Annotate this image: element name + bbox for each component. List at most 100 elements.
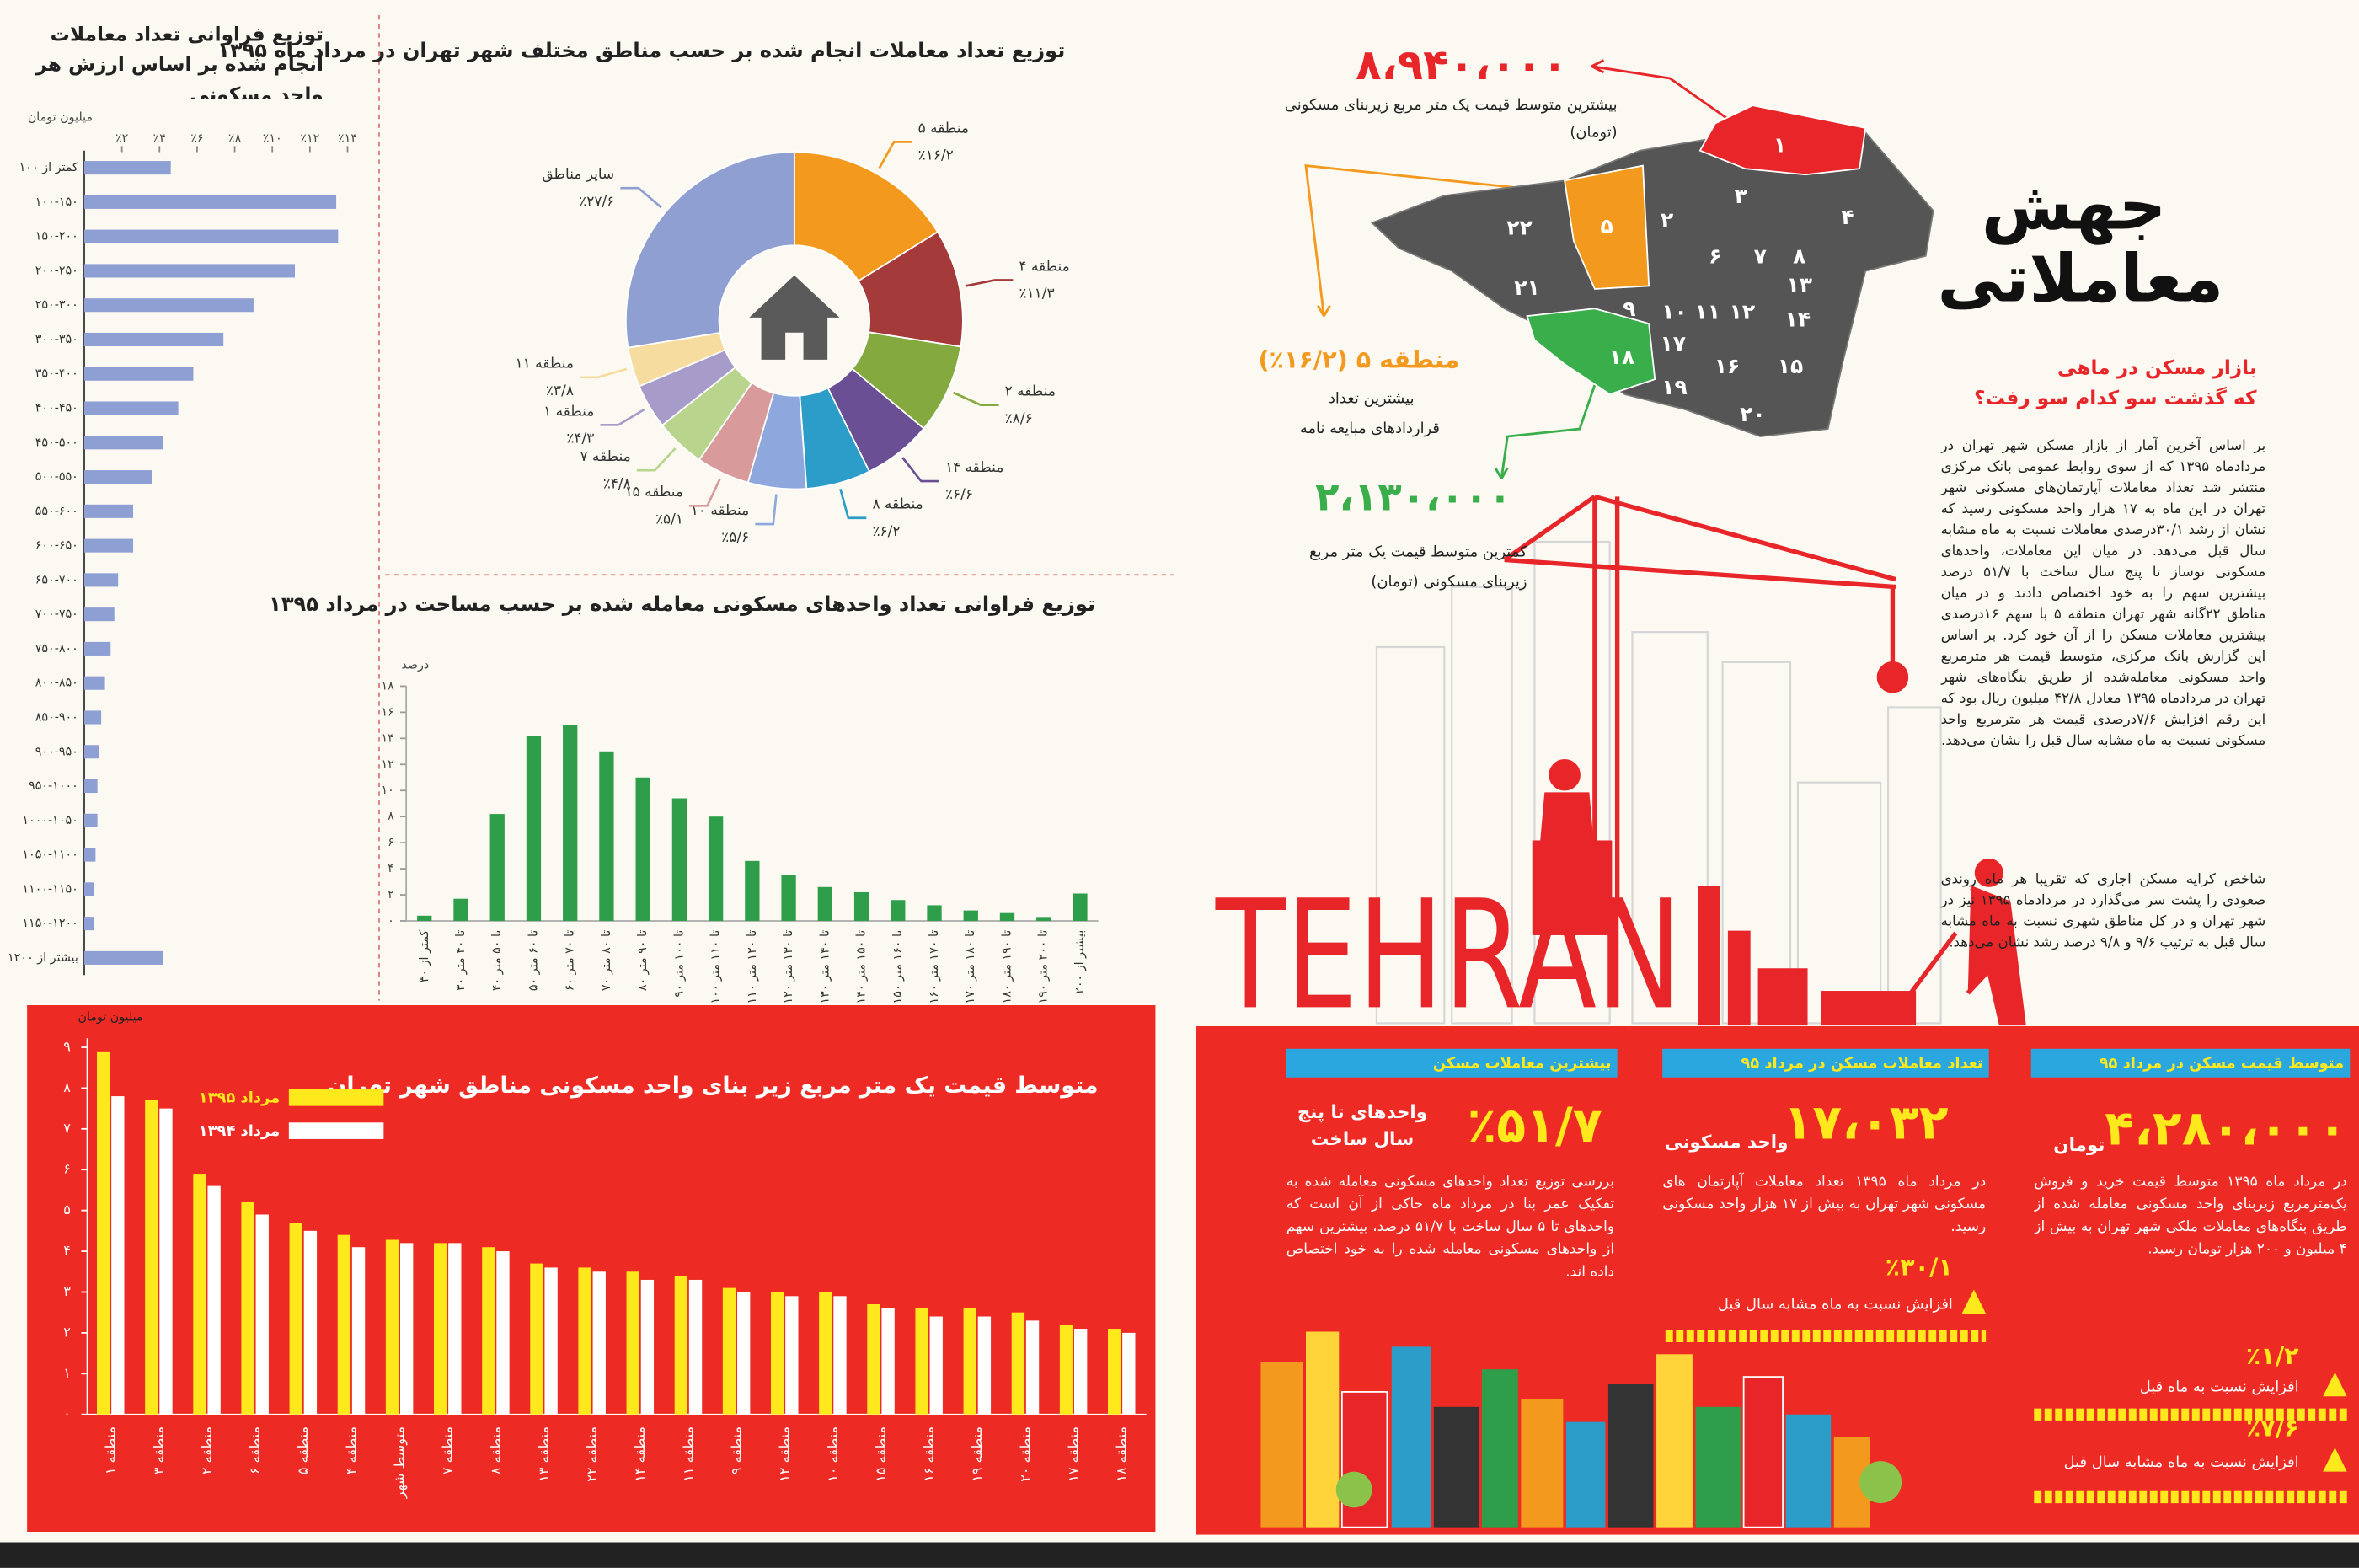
x-tick-label: منطقه ۱۳ [536, 1426, 552, 1482]
region-label: ۹ [1623, 297, 1635, 321]
subtitle: بازار مسکن در ماهی [2057, 356, 2257, 379]
x-tick-label: منطقه ۷ [440, 1426, 456, 1474]
bar [434, 1243, 447, 1415]
x-tick-label: کمتر از ۳۰ [418, 930, 431, 983]
bar [84, 745, 99, 759]
y-tick-label: ۱۸ [382, 679, 395, 693]
bar [84, 607, 115, 622]
bar [351, 1247, 366, 1415]
y-tick-label: ۴ [388, 862, 394, 875]
slice-label: منطقه ۴ [1019, 257, 1069, 274]
bar [1059, 1325, 1073, 1415]
category-label: ۹۵۰-۱۰۰۰ [29, 779, 78, 793]
category-label: ۸۵۰-۹۰۰ [35, 710, 78, 724]
x-tick-label: منطقه ۵ [295, 1426, 311, 1474]
chart-title-box: توزیع فراوانی تعداد معاملات انجام شده بر… [35, 24, 324, 100]
leader-line [636, 447, 677, 472]
bar [674, 1276, 688, 1415]
bar [84, 538, 134, 553]
bar [111, 1096, 125, 1415]
region-label: ۳ [1734, 184, 1747, 208]
slice-label: منطقه ۱۴ [945, 458, 1003, 475]
panel-unit-box: تومان [2053, 1135, 2105, 1156]
map-outline [1370, 131, 1934, 437]
category-label: ۴۰۰-۴۵۰ [35, 402, 78, 415]
x-tick-label: منطقه ۱ [103, 1426, 119, 1474]
slice-label: منطقه ۸ [872, 495, 923, 512]
bar [84, 504, 134, 518]
region-label: ۱۱ [1695, 300, 1721, 324]
article-paragraph-box: بر اساس آخرین آمار از بازار مسکن شهر تهر… [1941, 438, 2266, 750]
panel-value: ۴،۲۸۰،۰۰۰ [2105, 1101, 2346, 1157]
panel-text-box: در مرداد ماه ۱۳۹۵ متوسط قیمت خرید و فروش… [2034, 1174, 2346, 1258]
panel-unit: واحدهای تا پنج سال ساخت [1297, 1101, 1428, 1150]
slice-value: ٪۳/۸ [546, 382, 574, 399]
bar [927, 905, 942, 921]
bar [745, 860, 760, 921]
panel-header-bg [1662, 1048, 1989, 1078]
slice-label: منطقه ۵ [918, 119, 969, 136]
subtitle: که گذشت سو کدام سو رفت؟ [1974, 386, 2257, 409]
leader-line [580, 367, 628, 379]
panel-header: تعداد معاملات مسکن در مرداد ۹۵ [1741, 1055, 1982, 1073]
bar [578, 1267, 591, 1415]
x-tick-label: ۱۱۰ تا ۱۲۰ متر [746, 930, 759, 1004]
y-tick-label: ۸ [63, 1079, 71, 1095]
x-tick-label: ۹۰ تا ۱۰۰ متر [672, 930, 686, 998]
bar [817, 886, 832, 921]
bar [530, 1263, 543, 1415]
bar [1074, 1329, 1088, 1415]
y-tick-label: ۷ [63, 1120, 71, 1136]
bar [881, 1308, 895, 1415]
panel-header: بیشترین معاملات مسکن [1433, 1055, 1612, 1073]
y-tick-label: ۱۴ [382, 731, 394, 745]
region-label: ۱۰ [1661, 300, 1688, 324]
bar [84, 710, 102, 725]
bar [84, 470, 152, 484]
region-label: ۸ [1793, 244, 1805, 269]
panel-unit-box: واحدهای تا پنج سال ساخت [1297, 1101, 1428, 1150]
panel-text: بررسی توزیع تعداد واحدهای مسکونی معامله … [1286, 1174, 1615, 1281]
bar [289, 1223, 302, 1415]
x-tick-label: ٪۱۰ [263, 131, 282, 145]
bar [915, 1308, 928, 1415]
bar [640, 1279, 655, 1415]
bar [145, 1100, 158, 1415]
slice-value: ٪۶/۲ [872, 522, 900, 539]
stat-value: ٪۳۰/۱ [1886, 1253, 1953, 1282]
panel-header: متوسط قیمت مسکن در مرداد ۹۵ [2100, 1055, 2345, 1073]
pie-slice [793, 151, 939, 282]
slice-value: ٪۱۱/۳ [1019, 284, 1054, 301]
x-tick-label: ۱۷۰ تا ۱۸۰ متر [964, 930, 977, 1004]
region-label: ۲۲ [1506, 216, 1533, 240]
y-tick-label: ۹ [63, 1039, 71, 1055]
bar [599, 751, 614, 921]
y-tick-label: ۳ [63, 1283, 71, 1299]
x-tick-label: منطقه ۱۷ [1066, 1426, 1082, 1482]
bar [84, 195, 337, 209]
bar [635, 777, 650, 921]
triangle-icon [1961, 1289, 1987, 1314]
leader-line [952, 391, 999, 407]
x-tick-label: منطقه ۸ [488, 1426, 504, 1474]
bar [688, 1279, 703, 1415]
y-tick-label: ۶ [388, 836, 394, 849]
slice-value: ٪۴/۸ [603, 474, 631, 491]
bar [626, 1271, 639, 1415]
category-label: ۹۰۰-۹۵۰ [35, 745, 78, 758]
x-tick-label: ۱۵۰ تا ۱۶۰ متر [891, 930, 905, 1004]
legend-label: مرداد ۱۳۹۴ [199, 1122, 280, 1140]
y-tick-label: ۰ [63, 1405, 71, 1421]
x-tick-label: ۱۸۰ تا ۱۹۰ متر [1000, 930, 1014, 1004]
region-label: ۱۴ [1785, 308, 1811, 332]
x-tick-label: منطقه ۱۱ [680, 1426, 696, 1482]
min-price: ۲،۱۳۰،۰۰۰ [1315, 474, 1512, 520]
chart-title: توزیع فراوانی تعداد معاملات انجام شده بر… [35, 24, 324, 100]
bar [84, 401, 179, 415]
bar [159, 1108, 173, 1415]
x-tick-label: منطقه ۲ [199, 1426, 215, 1474]
region-label: ۲ [1661, 208, 1673, 233]
bar [592, 1271, 606, 1415]
x-tick-label: منطقه ۹ [729, 1426, 745, 1474]
